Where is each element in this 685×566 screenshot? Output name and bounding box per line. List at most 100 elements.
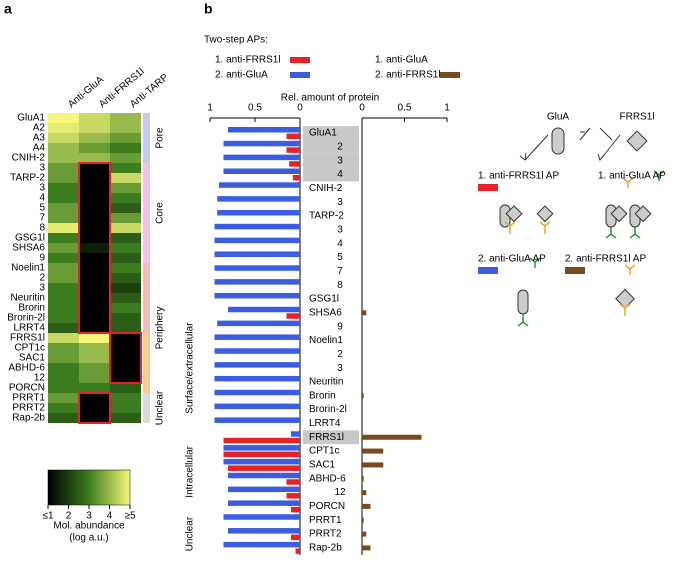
- heat-cell: [110, 373, 141, 383]
- bar: [223, 514, 300, 520]
- bar: [286, 479, 300, 485]
- group-label: Core: [155, 202, 166, 224]
- row-label: 4: [39, 193, 45, 204]
- diagram: [499, 127, 652, 315]
- row-label: 3: [39, 183, 45, 194]
- bar: [228, 528, 300, 534]
- colorbar-label: (log a.u.): [69, 533, 108, 544]
- group-bar: [143, 333, 150, 393]
- bar: [362, 545, 371, 551]
- category-label: Rap-2b: [309, 543, 342, 554]
- bar: [362, 503, 371, 509]
- category-label: GluA1: [309, 128, 337, 139]
- panel-label: a: [4, 1, 12, 17]
- bar: [223, 140, 300, 147]
- category-label: ABHD-6: [309, 473, 346, 484]
- heat-cell: [79, 253, 110, 263]
- category-label: 3: [337, 363, 343, 374]
- category-label: CPT1c: [309, 446, 340, 457]
- bar: [214, 389, 300, 396]
- heat-cell: [110, 183, 141, 193]
- heat-cell: [79, 213, 110, 223]
- heat-cell: [48, 243, 79, 253]
- heat-cell: [48, 263, 79, 273]
- category-label: PRRT2: [309, 529, 342, 540]
- location-label: Surface/extracellular: [185, 322, 196, 414]
- heat-cell: [110, 163, 141, 173]
- row-label: CNIH-2: [12, 153, 46, 164]
- row-label: GSG1l: [15, 233, 45, 244]
- category-label: PRRT1: [309, 515, 342, 526]
- heat-cell: [48, 313, 79, 323]
- group-bar: [143, 393, 150, 423]
- category-label: Noelin1: [309, 335, 343, 346]
- heat-cell: [79, 263, 110, 273]
- diagram-step: 1. anti-GluA AP: [598, 171, 666, 182]
- heat-cell: [48, 133, 79, 143]
- row-label: 3: [39, 283, 45, 294]
- highlight-box: [78, 162, 111, 334]
- heat-cell: [48, 183, 79, 193]
- bar: [214, 334, 300, 340]
- row-label: TARP-2: [10, 173, 45, 184]
- heat-cell: [48, 233, 79, 243]
- heat-cell: [79, 303, 110, 313]
- bar: [291, 431, 300, 437]
- heat-cell: [79, 293, 110, 303]
- bar: [223, 437, 300, 444]
- category-label: 7: [337, 266, 343, 277]
- row-label: CPT1c: [14, 343, 45, 354]
- bar: [286, 147, 300, 153]
- category-label: SAC1: [309, 460, 336, 471]
- bar: [228, 127, 300, 133]
- bar: [362, 490, 367, 496]
- bar: [362, 531, 367, 537]
- heat-cell: [48, 283, 79, 293]
- row-label: PORCN: [9, 383, 45, 394]
- row-highlight: [303, 153, 359, 168]
- bar: [217, 320, 300, 327]
- heat-cell: [48, 363, 79, 373]
- heat-cell: [48, 153, 79, 163]
- heat-cell: [110, 293, 141, 303]
- heat-cell: [110, 203, 141, 213]
- row-label: PRRT1: [12, 393, 45, 404]
- group-bar: [143, 113, 150, 163]
- heat-cell: [110, 143, 141, 153]
- bar: [223, 458, 300, 465]
- bar: [214, 292, 300, 299]
- category-label: 8: [337, 280, 343, 291]
- heat-cell: [79, 373, 110, 383]
- category-label: 4: [337, 169, 343, 180]
- row-label: LRRT4: [14, 323, 46, 334]
- row-label: Brorin-2l: [7, 313, 45, 324]
- row-label: SAC1: [19, 353, 46, 364]
- row-label: Rap-2b: [12, 413, 45, 424]
- category-label: Brorin-2l: [309, 404, 347, 415]
- heat-cell: [48, 113, 79, 123]
- heat-cell: [79, 323, 110, 333]
- step-swatch: [478, 267, 498, 274]
- row-highlight: [303, 139, 359, 154]
- x2-tick-label: 0: [359, 103, 365, 114]
- category-label: 4: [337, 238, 343, 249]
- category-label: SHSA6: [309, 307, 342, 318]
- bar: [214, 417, 300, 423]
- heat-cell: [79, 143, 110, 153]
- row-label: Neuritin: [11, 293, 45, 304]
- row-highlight: [303, 126, 359, 140]
- heat-cell: [48, 403, 79, 413]
- bar: [214, 251, 300, 257]
- category-label: 3: [337, 197, 343, 208]
- row-highlight: [303, 167, 359, 182]
- heat-cell: [48, 303, 79, 313]
- bar: [214, 237, 300, 244]
- heat-cell: [110, 213, 141, 223]
- category-label: Neuritin: [309, 377, 343, 388]
- category-label: GSG1l: [309, 294, 339, 305]
- heat-cell: [110, 403, 141, 413]
- row-label: A2: [33, 123, 46, 134]
- x-tick-label: 0.5: [248, 103, 262, 114]
- heat-cell: [48, 373, 79, 383]
- diagram-step: 1. anti-FRRS1l AP: [478, 171, 559, 182]
